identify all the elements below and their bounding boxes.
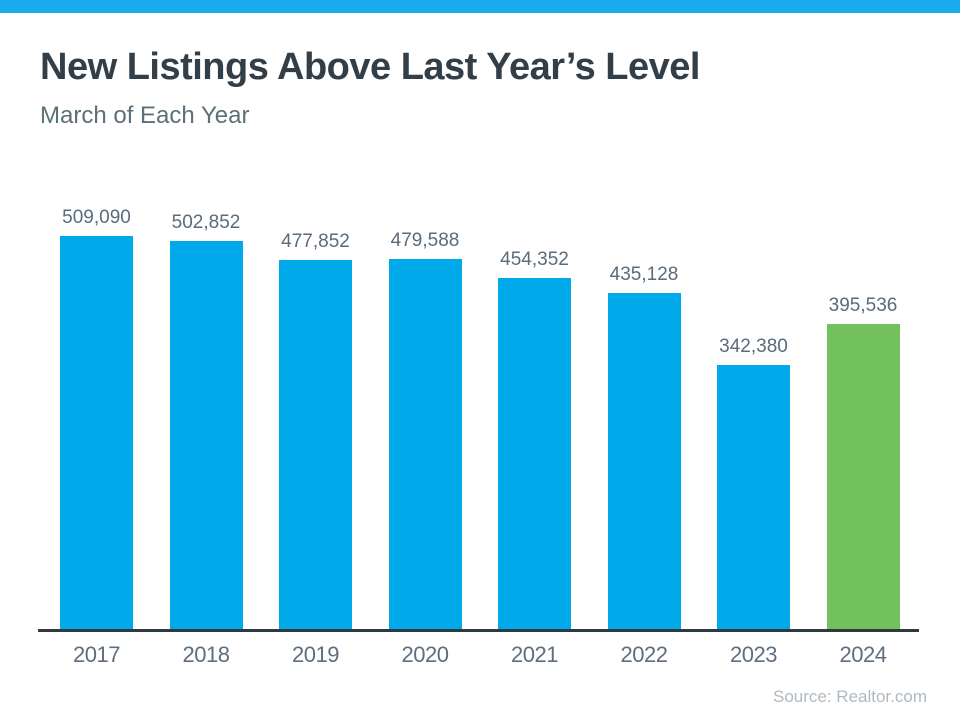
x-axis-label-2019: 2019	[292, 642, 339, 667]
bar-2019: 477,852	[279, 231, 352, 629]
x-axis-label-2017: 2017	[73, 642, 120, 667]
x-axis-label-2024: 2024	[839, 642, 887, 667]
bar-value-label-2022: 435,128	[609, 264, 679, 285]
bar-value-label-2018: 502,852	[171, 212, 241, 233]
bar-2023: 342,380	[717, 336, 790, 629]
bar-value-label-2017: 509,090	[62, 207, 131, 228]
x-axis-label-2020: 2020	[401, 642, 449, 667]
bar-value-label-2021: 454,352	[500, 249, 569, 270]
bar-2022: 435,128	[607, 264, 681, 629]
x-axis-label-2023: 2023	[730, 642, 777, 667]
top-accent-bar	[0, 0, 960, 13]
x-axis-label-2021: 2021	[511, 642, 558, 667]
bar-value-label-2019: 477,852	[281, 231, 350, 252]
bar-2021: 454,352	[498, 249, 571, 629]
bar-value-label-2020: 479,588	[390, 230, 460, 251]
source-attribution: Source: Realtor.com	[772, 687, 927, 706]
bar-value-label-2023: 342,380	[719, 336, 788, 357]
chart-title: New Listings Above Last Year’s Level	[40, 46, 700, 88]
bar-value-label-2024: 395,536	[828, 295, 898, 316]
x-axis-line	[38, 629, 919, 632]
bar-2020: 479,588	[388, 230, 462, 629]
chart-subtitle: March of Each Year	[40, 102, 250, 129]
bar-2017: 509,090	[60, 207, 133, 629]
x-axis-label-2022: 2022	[620, 642, 668, 667]
x-axis-label-2018: 2018	[182, 642, 230, 667]
bar-2024: 395,536	[826, 295, 900, 629]
bar-2018: 502,852	[169, 212, 243, 629]
